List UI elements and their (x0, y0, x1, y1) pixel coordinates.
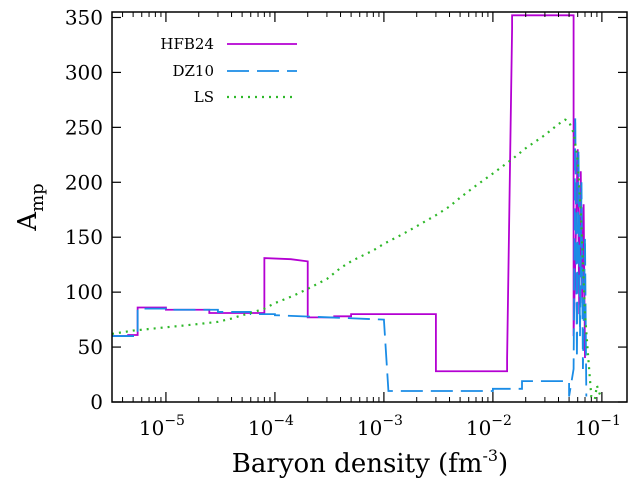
x-tick-label: 10−2 (466, 413, 512, 440)
y-tick-label: 100 (65, 280, 103, 304)
y-tick-label: 250 (65, 115, 103, 139)
x-tick-label: 10−1 (575, 413, 621, 440)
plot-frame (111, 11, 628, 403)
y-tick-label: 200 (65, 170, 103, 194)
x-axis-label: Baryon density (fm-3) (232, 446, 508, 479)
x-tick-label: 10−3 (357, 413, 403, 440)
legend-label-hfb24: HFB24 (160, 35, 214, 53)
y-tick-label: 0 (90, 390, 103, 414)
x-tick-label: 10−5 (139, 413, 185, 440)
series-line-ls (112, 118, 603, 402)
series-line-dz10 (112, 116, 588, 397)
y-tick-label: 300 (65, 60, 103, 84)
y-tick-label: 150 (65, 225, 103, 249)
axes-layer: 0 50 100 150 200 250 300 350 10−5 10−4 10−3 10−2 10−… (65, 5, 628, 440)
x-tick-label: 10−4 (248, 413, 294, 440)
y-axis-label: Amp (13, 183, 48, 231)
legend-label-dz10: DZ10 (172, 62, 214, 80)
legend-label-ls: LS (194, 88, 214, 106)
legend: HFB24 DZ10 LS (160, 35, 297, 106)
y-tick-label: 50 (78, 335, 103, 359)
series-layer (112, 14, 603, 402)
y-tick-label: 350 (65, 5, 103, 29)
